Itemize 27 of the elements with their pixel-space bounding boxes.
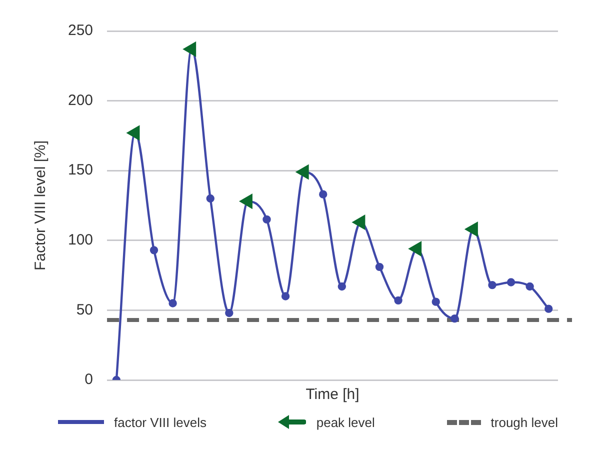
point <box>375 262 384 272</box>
point <box>338 282 346 291</box>
point <box>262 215 271 224</box>
point <box>225 308 234 318</box>
legend-label: factor VIII levels <box>114 414 206 430</box>
y-tick-label: 250 <box>68 22 94 40</box>
y-tick-label: 150 <box>68 162 94 179</box>
x-axis-title: Time [h] <box>306 386 360 404</box>
y-tick-label: 200 <box>68 92 94 109</box>
y-axis-title: Factor VIII level [%] <box>32 140 50 271</box>
point <box>168 299 177 308</box>
point <box>488 280 496 290</box>
point <box>206 194 214 203</box>
point <box>150 246 158 254</box>
point <box>319 190 328 198</box>
point <box>450 314 459 323</box>
point <box>432 298 440 306</box>
point <box>394 296 402 305</box>
point <box>544 304 553 313</box>
y-tick-label: 100 <box>68 232 94 249</box>
legend-label: peak level <box>316 414 375 430</box>
y-tick-label: 0 <box>84 371 94 388</box>
legend-label: trough level <box>490 414 558 430</box>
point <box>281 292 290 300</box>
y-tick-label: 50 <box>76 301 94 318</box>
point <box>526 282 534 291</box>
point <box>506 278 516 286</box>
